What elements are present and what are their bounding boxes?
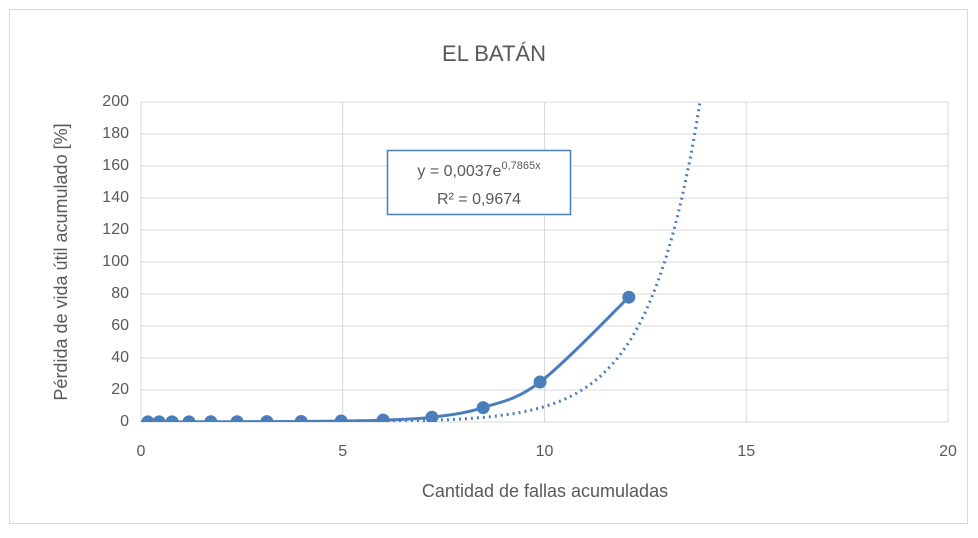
equation-base: y = 0,0037e (417, 163, 501, 180)
data-point (376, 413, 390, 422)
data-point (141, 415, 155, 422)
grid (140, 101, 949, 423)
y-tick-label: 140 (102, 189, 129, 206)
y-tick-label: 120 (102, 221, 129, 238)
y-tick-label: 20 (111, 381, 129, 398)
y-tick-label: 40 (111, 349, 129, 366)
y-tick-label: 160 (102, 157, 129, 174)
trend-equation: y = 0,0037e0,7865x (417, 160, 541, 180)
data-point (152, 415, 166, 422)
y-tick-label: 180 (102, 125, 129, 142)
data-point (230, 415, 244, 422)
x-tick-label: 20 (939, 443, 957, 460)
y-tick-label: 200 (102, 93, 129, 110)
y-tick-label: 80 (111, 285, 129, 302)
plot-area (141, 103, 702, 422)
x-tick-label: 15 (737, 443, 755, 460)
y-axis-label: Pérdida de vida útil acumulado [%] (51, 123, 71, 400)
y-tick-label: 100 (102, 253, 129, 270)
data-point (294, 414, 308, 422)
chart-frame (9, 9, 968, 524)
equation-exponent: 0,7865x (501, 160, 541, 172)
chart-title: EL BATÁN (442, 41, 546, 66)
data-point (476, 401, 490, 415)
data-point (260, 415, 274, 422)
x-tick-label: 5 (338, 443, 347, 460)
y-tick-label: 0 (120, 413, 129, 430)
x-tick-label: 10 (536, 443, 554, 460)
y-tick-label: 60 (111, 317, 129, 334)
x-axis-label: Cantidad de fallas acumuladas (422, 481, 668, 501)
trend-r2: R² = 0,9674 (437, 191, 521, 208)
equation-box (386, 149, 572, 216)
data-point (622, 290, 636, 304)
data-point (165, 415, 179, 422)
data-point (334, 414, 348, 422)
data-point (533, 375, 547, 389)
x-tick-label: 0 (137, 443, 146, 460)
data-point (204, 415, 218, 422)
data-point (182, 415, 196, 422)
data-point (425, 410, 439, 422)
